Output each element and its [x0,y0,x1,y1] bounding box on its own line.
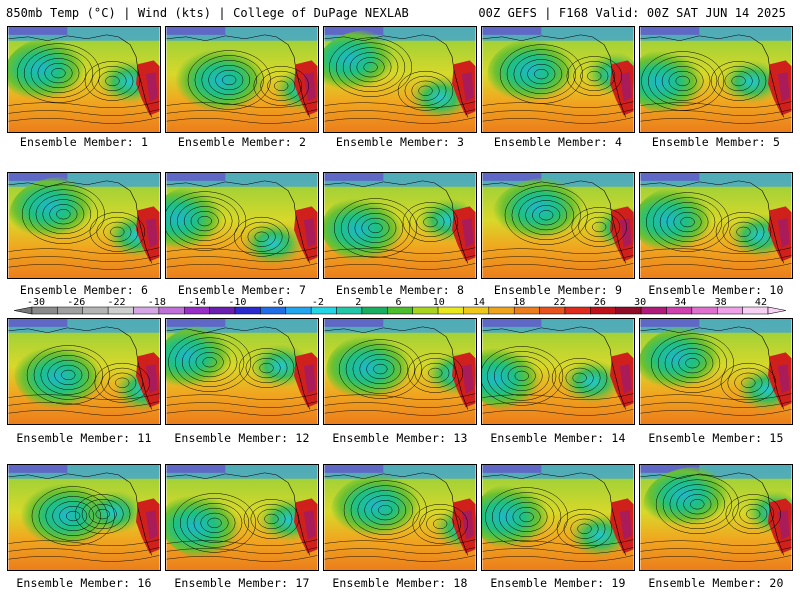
ensemble-map-3 [323,26,477,133]
colorbar-bin [158,306,185,315]
ensemble-member-label: Ensemble Member: 17 [174,576,310,590]
colorbar-bin [488,306,515,315]
ensemble-member-label: Ensemble Member: 20 [648,576,784,590]
ensemble-member-label: Ensemble Member: 10 [648,283,784,297]
colorbar-bin [463,306,490,315]
colorbar-bin [666,306,693,315]
ensemble-member-label: Ensemble Member: 4 [493,135,623,149]
ensemble-member-label: Ensemble Member: 12 [174,431,310,445]
colorbar-bin [590,306,616,315]
ensemble-member-label: Ensemble Member: 18 [332,576,468,590]
colorbar-tick-label: -10 [228,297,246,308]
ensemble-member-label: Ensemble Member: 11 [16,431,152,445]
ensemble-map-17 [165,464,319,571]
colorbar-bin [742,306,769,315]
ensemble-member-label: Ensemble Member: 5 [651,135,781,149]
ensemble-map-2 [165,26,319,133]
ensemble-map-8 [323,172,477,279]
ensemble-map-13 [323,318,477,425]
ensemble-member-label: Ensemble Member: 13 [332,431,468,445]
ensemble-map-11 [7,318,161,425]
colorbar-arrow-right [767,306,786,315]
colorbar-bin [209,306,236,315]
ensemble-map-14 [481,318,635,425]
ensemble-map-18 [323,464,477,571]
ensemble-member-label: Ensemble Member: 3 [335,135,465,149]
colorbar-bin [513,306,540,315]
ensemble-map-1 [7,26,161,133]
colorbar-tick-label: -22 [108,297,126,308]
colorbar-bin [260,306,287,315]
colorbar-bin [412,306,439,315]
colorbar-bin [82,306,109,315]
ensemble-member-label: Ensemble Member: 7 [177,283,307,297]
colorbar-tick-label: -2 [312,297,324,308]
ensemble-member-label: Ensemble Member: 19 [490,576,626,590]
ensemble-map-15 [639,318,793,425]
colorbar-bin [615,306,642,315]
ensemble-member-label: Ensemble Member: 15 [648,431,784,445]
temperature-colorbar: -30 -26 -22 -18 -14 -10 -6 -2 2 6 10 14 18 22 26 30 34 38… [14,296,786,318]
ensemble-member-label: Ensemble Member: 8 [335,283,465,297]
ensemble-member-label: Ensemble Member: 16 [16,576,152,590]
colorbar-tick-label: 14 [473,297,485,308]
ensemble-map-4 [481,26,635,133]
colorbar-bin [691,306,718,315]
ensemble-map-7 [165,172,319,279]
colorbar-tick-label: 6 [395,297,401,308]
colorbar-bin [387,306,413,315]
colorbar-tick-label: 2 [355,297,361,308]
colorbar-bin [107,306,134,315]
colorbar-tick-label: 18 [513,297,525,308]
colorbar-bin [437,306,464,315]
colorbar-tick-label: 26 [594,297,606,308]
ensemble-map-6 [7,172,161,279]
colorbar-tick-label: -6 [272,297,284,308]
ensemble-map-12 [165,318,319,425]
ensemble-map-20 [639,464,793,571]
colorbar-bin [184,306,210,315]
colorbar-tick-label: -30 [27,297,45,308]
ensemble-map-5 [639,26,793,133]
ensemble-map-10 [639,172,793,279]
colorbar-bin [640,306,667,315]
colorbar-bin [564,306,591,315]
colorbar-tick-label: -14 [188,297,206,308]
header-run-info: 00Z GEFS | F168 Valid: 00Z SAT JUN 14 20… [478,6,786,20]
colorbar-tick-label: 34 [674,297,686,308]
ensemble-member-label: Ensemble Member: 9 [493,283,623,297]
colorbar-tick-label: 30 [634,297,646,308]
header-title: 850mb Temp (°C) | Wind (kts) | College o… [6,6,409,20]
colorbar-bin [133,306,160,315]
ensemble-member-label: Ensemble Member: 1 [19,135,149,149]
ensemble-member-label: Ensemble Member: 2 [177,135,307,149]
colorbar-tick-label: 42 [755,297,767,308]
ensemble-member-label: Ensemble Member: 6 [19,283,149,297]
colorbar-bin [31,306,58,315]
colorbar-bin [336,306,363,315]
colorbar-bin [234,306,261,315]
colorbar-tick-label: -18 [148,297,166,308]
ensemble-member-label: Ensemble Member: 14 [490,431,626,445]
colorbar-bin [716,306,743,315]
ensemble-map-16 [7,464,161,571]
colorbar-tick-label: 38 [715,297,727,308]
colorbar-arrow-left [14,306,33,315]
colorbar-bin [57,306,84,315]
colorbar-bin [310,306,337,315]
colorbar-bin [285,306,312,315]
colorbar-tick-label: 10 [433,297,445,308]
ensemble-map-9 [481,172,635,279]
colorbar-bin [539,306,566,315]
colorbar-tick-label: -26 [67,297,85,308]
colorbar-bin [361,306,388,315]
colorbar-tick-label: 22 [554,297,566,308]
header: 850mb Temp (°C) | Wind (kts) | College o… [0,0,800,24]
ensemble-map-19 [481,464,635,571]
